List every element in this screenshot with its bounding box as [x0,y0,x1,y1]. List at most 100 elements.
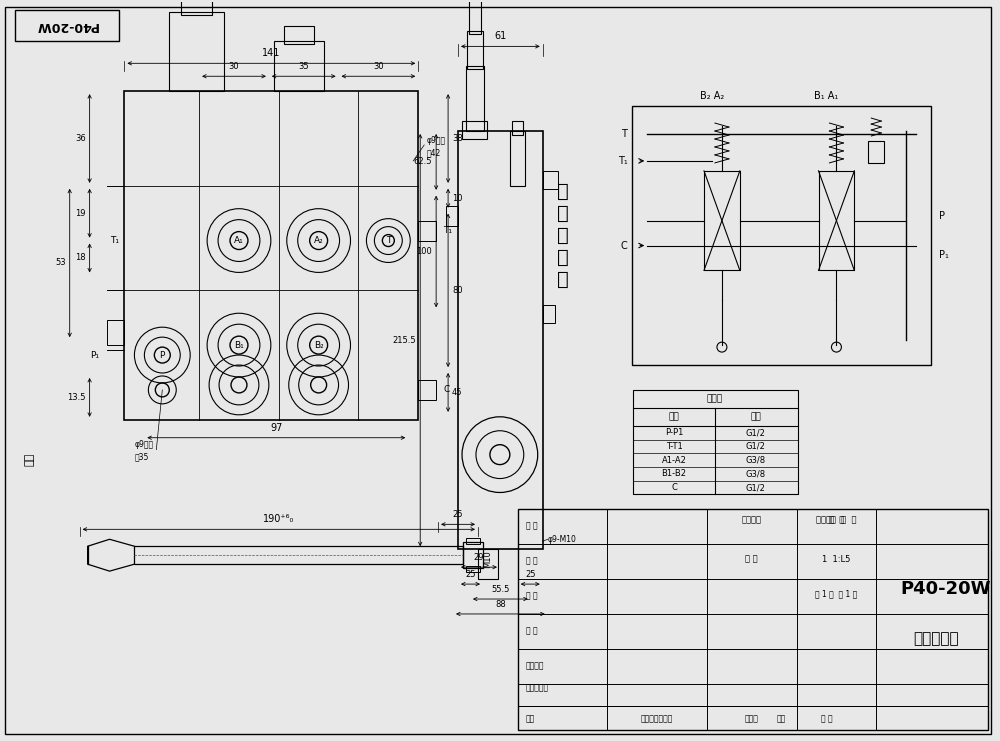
Text: C: C [621,241,627,250]
Bar [819,171,854,270]
Bar [633,390,798,494]
Text: 45: 45 [452,388,463,397]
Text: 10: 10 [452,193,463,203]
Bar [134,546,463,564]
Text: 36: 36 [75,134,86,143]
Text: 描 图: 描 图 [526,591,537,600]
Text: 38: 38 [452,134,463,143]
Text: 图样标记  比  例: 图样标记 比 例 [816,515,857,524]
Text: A₁: A₁ [234,236,244,245]
Bar [543,171,558,189]
Text: 215.5: 215.5 [393,336,416,345]
Text: 62.5: 62.5 [414,157,432,167]
Text: φ9通孔: φ9通孔 [426,136,445,145]
Text: 备记: 备记 [526,714,535,723]
Text: B1-B2: B1-B2 [662,469,687,479]
Text: 190⁺⁶₀: 190⁺⁶₀ [263,514,294,525]
Text: 35: 35 [298,62,309,71]
Text: φ9-M10: φ9-M10 [548,535,577,544]
Text: 1  1:L5: 1 1:L5 [822,555,851,564]
Bar [124,91,418,420]
Text: 二联多路阀: 二联多路阀 [913,631,959,646]
Text: A₂: A₂ [314,236,324,245]
Text: T-T1: T-T1 [666,442,682,451]
Text: 规格: 规格 [750,412,761,422]
Text: G3/8: G3/8 [746,469,766,479]
Text: 25: 25 [465,570,476,579]
Text: 更改人: 更改人 [745,714,759,723]
Bar [418,380,436,400]
Text: 标准化检查: 标准化检查 [526,683,549,692]
Bar [181,0,212,15]
Bar [467,31,483,70]
Text: 80: 80 [452,286,463,295]
Bar [510,131,525,186]
Text: 登 计: 登 计 [526,522,537,531]
Text: 高35: 高35 [134,452,149,461]
Bar [466,566,480,572]
Text: 阀体: 阀体 [669,412,679,422]
Bar [462,121,487,139]
Bar [632,106,931,365]
Text: P₁: P₁ [91,350,100,359]
Text: 制 图: 制 图 [526,556,537,565]
Bar [466,538,480,544]
Text: G1/2: G1/2 [746,483,766,492]
Bar [169,12,224,91]
Text: 高42: 高42 [426,148,440,157]
Text: G1/2: G1/2 [746,442,766,451]
Bar [274,41,324,91]
Bar [478,549,498,579]
Text: T: T [621,129,627,139]
Text: 53: 53 [55,259,66,268]
Bar [463,542,483,568]
Text: B₂ A₂: B₂ A₂ [700,91,724,102]
Text: 25: 25 [453,511,463,519]
Text: 61: 61 [494,31,506,41]
Text: T₁: T₁ [110,236,119,245]
Text: B₁: B₁ [234,341,244,350]
Text: B₂: B₂ [314,341,324,350]
Text: 签 名: 签 名 [821,714,832,723]
Text: T₁: T₁ [443,226,452,235]
Bar [418,221,436,241]
Text: 收 件: 收 件 [526,626,537,635]
Text: G1/2: G1/2 [746,428,766,437]
Text: 共 1 章  第 1 章: 共 1 章 第 1 章 [815,590,858,599]
Bar [469,0,481,34]
Bar [466,66,484,131]
Text: 29: 29 [474,554,484,562]
Bar [543,305,555,323]
Text: P-P1: P-P1 [665,428,683,437]
Text: G3/8: G3/8 [746,456,766,465]
Bar [15,10,119,41]
Text: P40-20W: P40-20W [35,19,98,32]
Text: A1-A2: A1-A2 [662,456,687,465]
Text: P: P [939,210,945,221]
Text: B₁ A₁: B₁ A₁ [814,91,839,102]
Text: 18: 18 [75,253,86,262]
Text: 25: 25 [525,570,535,579]
Text: 液
压
原
理
图: 液 压 原 理 图 [557,182,568,289]
Text: 接仗规: 接仗规 [707,394,723,403]
Text: P₁: P₁ [939,250,949,261]
Bar [446,206,458,225]
Bar [868,141,884,163]
Text: 30: 30 [229,62,239,71]
Text: 100: 100 [416,247,432,256]
Bar [284,27,314,44]
Bar [704,171,740,270]
Bar [458,131,543,549]
Text: M10: M10 [483,551,492,568]
Text: 141: 141 [262,48,281,59]
Text: T₁: T₁ [618,156,627,166]
Text: C: C [443,385,449,394]
Text: 图样标记: 图样标记 [742,515,762,524]
Text: 日期: 日期 [777,714,786,723]
Text: 13.5: 13.5 [67,393,86,402]
Text: 19: 19 [75,209,86,218]
Text: C: C [671,483,677,492]
Text: T: T [386,236,391,245]
Bar [518,509,988,731]
Text: 88: 88 [495,600,506,609]
